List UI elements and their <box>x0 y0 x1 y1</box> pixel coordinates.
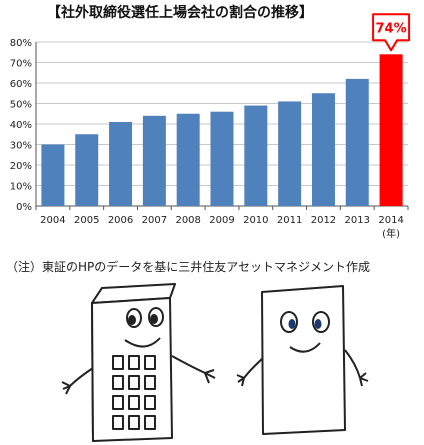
source-note: （注）東証のHPのデータを基に三井住友アセットマネジメント作成 <box>6 260 371 274</box>
y-tick-label: 80% <box>10 38 32 49</box>
x-tick-label: 2007 <box>142 215 167 226</box>
bar <box>109 121 133 206</box>
x-tick-label: 2013 <box>345 215 370 226</box>
y-tick-label: 60% <box>10 79 32 90</box>
bar <box>75 134 99 206</box>
x-unit-label: (年) <box>382 227 400 240</box>
x-tick-label: 2010 <box>243 215 268 226</box>
bar <box>41 144 65 206</box>
bar <box>278 101 302 206</box>
bar <box>379 54 403 206</box>
y-tick-label: 0% <box>16 202 32 213</box>
y-tick-label: 40% <box>10 120 32 131</box>
y-tick-label: 10% <box>10 182 32 193</box>
x-tick-label: 2008 <box>175 215 200 226</box>
x-tick-label: 2011 <box>277 215 302 226</box>
bar-chart: 0%10%20%30%40%50%60%70%80% 2004 2005 2006 2… <box>10 13 411 240</box>
bar <box>210 111 234 206</box>
chart-title: 【社外取締役選任上場会社の割合の推移】 <box>47 5 313 21</box>
y-tick-label: 20% <box>10 161 32 172</box>
bar <box>311 93 335 206</box>
y-axis: 0% 10% 20% 30% 40% 50% 60% 70% 80% <box>10 38 37 213</box>
bar <box>176 113 200 206</box>
y-tick-label: 70% <box>10 59 32 70</box>
y-tick-label: 30% <box>10 141 32 152</box>
highlight-callout: 74% <box>372 13 411 52</box>
x-tick-label: 2004 <box>40 215 65 226</box>
callout-label: 74% <box>376 21 407 36</box>
illustration <box>61 283 369 442</box>
y-tick-label: 50% <box>10 100 32 111</box>
x-tick-label: 2009 <box>209 215 234 226</box>
callout-bubble <box>372 13 411 52</box>
bar <box>142 115 166 206</box>
building-character <box>61 283 216 442</box>
bars <box>41 54 403 206</box>
bar <box>345 78 369 206</box>
paper-character <box>236 285 369 435</box>
x-tick-label: 2012 <box>311 215 336 226</box>
x-tick-label: 2005 <box>74 215 99 226</box>
x-tick-label: 2014 <box>378 215 403 226</box>
x-tick-label: 2006 <box>108 215 133 226</box>
x-axis: 2004 2005 2006 2007 2008 2009 2010 2011 2012 2013… <box>35 206 409 240</box>
bar <box>244 105 268 206</box>
